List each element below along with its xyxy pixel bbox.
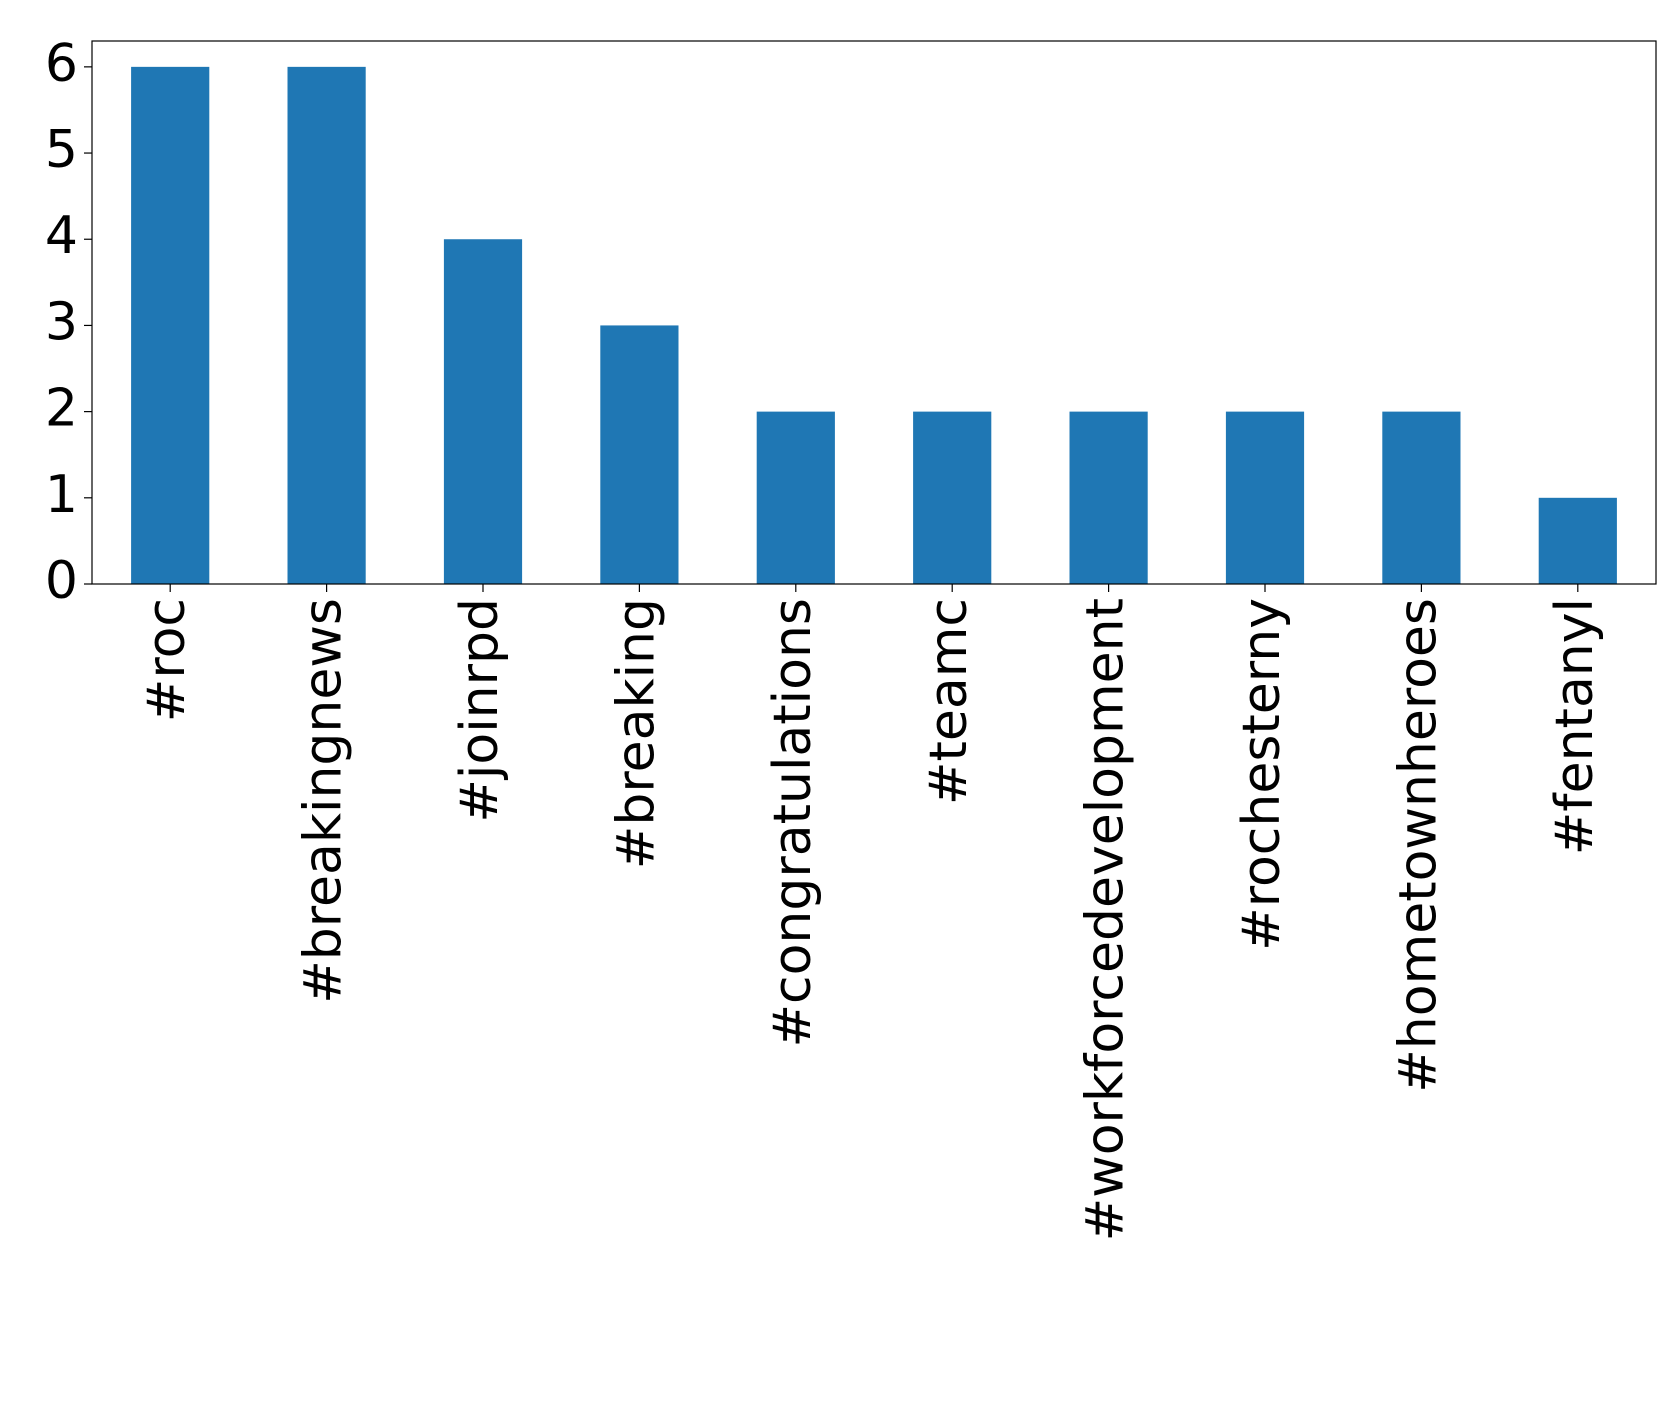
- x-tick-label: #joinrpd: [450, 598, 510, 823]
- x-tick-label: #congratulations: [763, 598, 823, 1048]
- bar: [443, 239, 523, 584]
- x-tick-label: #rochesterny: [1232, 598, 1292, 951]
- plot-frame: [91, 40, 1657, 585]
- x-tick-label: #workforcedevelopment: [1076, 598, 1136, 1241]
- bar: [756, 411, 835, 584]
- x-tick-label: #fentanyl: [1545, 598, 1605, 855]
- y-tick-label: 1: [45, 465, 78, 525]
- bar: [1538, 497, 1617, 584]
- x-tick-label: #roc: [137, 598, 197, 722]
- bar: [1382, 411, 1461, 584]
- bar: [1225, 411, 1305, 584]
- y-tick-label: 6: [45, 34, 78, 94]
- x-tick-label: #breaking: [606, 598, 666, 869]
- x-tick-label: #hometownheroes: [1388, 598, 1448, 1093]
- bar: [913, 411, 992, 584]
- y-tick-label: 4: [45, 206, 78, 266]
- x-tick-label: #breakingnews: [294, 598, 354, 1004]
- y-tick-label: 3: [45, 292, 78, 352]
- bar: [131, 66, 210, 585]
- bar: [287, 66, 366, 585]
- y-tick-label: 0: [45, 551, 78, 611]
- x-tick-label: #teamc: [919, 598, 979, 805]
- bar: [600, 325, 679, 584]
- y-tick-label: 2: [45, 379, 78, 439]
- y-tick-label: 5: [45, 120, 78, 180]
- bar: [1069, 411, 1148, 584]
